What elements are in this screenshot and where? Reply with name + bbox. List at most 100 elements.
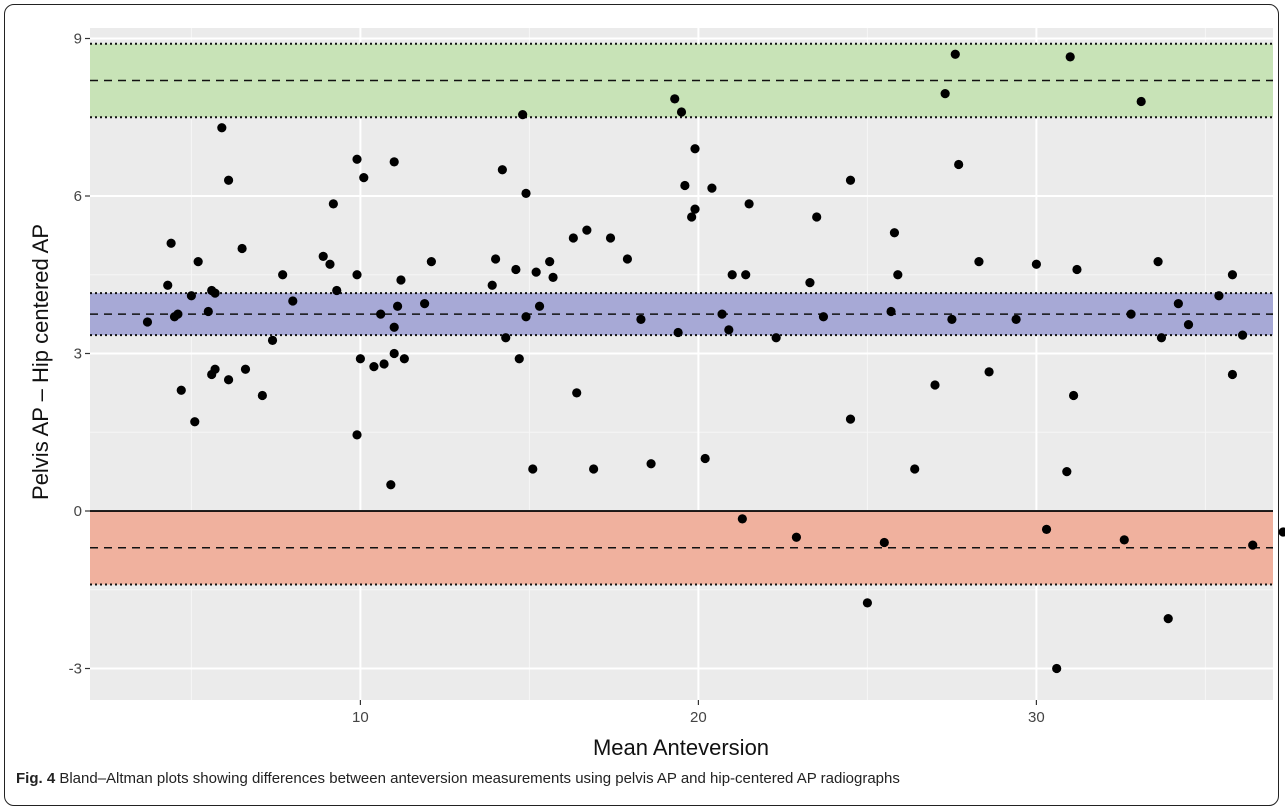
data-point [548, 272, 558, 282]
data-point [376, 309, 386, 319]
data-point [974, 257, 984, 267]
data-point [176, 385, 186, 395]
data-point [1052, 663, 1062, 674]
figure-caption: Fig. 4 Bland–Altman plots showing differ… [16, 770, 1271, 787]
data-point [190, 417, 200, 427]
data-point [203, 306, 213, 317]
data-point [879, 537, 889, 548]
data-point [193, 257, 203, 267]
data-point [420, 299, 430, 309]
data-point [862, 598, 873, 608]
data-point [568, 233, 578, 243]
data-point [267, 335, 278, 345]
data-point [1136, 96, 1146, 107]
data-point [355, 354, 365, 364]
data-point [1068, 390, 1079, 401]
x-tick-label: 30 [1028, 709, 1045, 726]
data-point [328, 199, 338, 209]
x-tick-label: 10 [352, 709, 369, 726]
data-point [223, 175, 234, 185]
data-point [741, 270, 751, 280]
data-point [744, 199, 754, 209]
data-point [1227, 270, 1238, 280]
data-point [724, 325, 734, 335]
data-point [518, 110, 528, 120]
data-point [389, 322, 399, 332]
data-point [589, 464, 599, 474]
data-point [389, 348, 399, 359]
data-point [717, 309, 727, 319]
data-point [511, 264, 521, 275]
data-point [352, 430, 362, 440]
data-point [737, 514, 747, 524]
data-point [217, 123, 227, 133]
data-point [1173, 299, 1183, 309]
data-point [1278, 527, 1285, 537]
data-point [930, 380, 940, 390]
data-point [954, 159, 964, 170]
data-point [386, 480, 396, 490]
data-point [352, 270, 362, 280]
data-point [359, 173, 369, 183]
data-point [497, 165, 507, 175]
data-point [1214, 291, 1224, 301]
data-point [278, 270, 288, 280]
data-point [237, 243, 247, 254]
y-tick-label: 0 [74, 503, 82, 520]
data-point [521, 312, 531, 322]
data-point [288, 296, 298, 306]
y-tick-label: 6 [74, 188, 82, 205]
data-point [1065, 52, 1075, 62]
data-point [223, 375, 234, 385]
y-tick-label: 9 [74, 31, 82, 48]
data-point [1126, 309, 1136, 319]
data-point [173, 309, 183, 319]
data-point [210, 364, 220, 374]
data-point [886, 306, 896, 317]
data-point [1237, 330, 1248, 340]
data-point [984, 367, 994, 377]
data-point [582, 225, 592, 235]
data-point [771, 333, 781, 343]
data-point [622, 254, 633, 264]
data-point [392, 301, 403, 311]
bland-altman-chart: 10 20 30 -3 0 3 6 9 Mean Anteversion Pelvis AP … [28, 28, 1285, 760]
data-point [396, 275, 406, 285]
data-point [399, 354, 409, 364]
data-point [318, 251, 328, 261]
data-point [947, 314, 957, 324]
data-point [700, 453, 710, 464]
data-point [812, 212, 822, 222]
y-tick-label: -3 [69, 661, 82, 678]
data-point [369, 362, 379, 372]
data-point [673, 327, 683, 338]
data-point [491, 254, 501, 264]
data-point [791, 532, 802, 542]
data-point [142, 317, 153, 327]
data-point [687, 212, 697, 222]
data-point [545, 257, 555, 267]
data-point [210, 288, 220, 298]
data-point [1248, 540, 1258, 550]
data-point [1041, 524, 1052, 534]
data-point [186, 291, 196, 301]
data-point [636, 314, 646, 324]
data-point [910, 464, 920, 474]
data-point [845, 414, 856, 424]
data-point [707, 183, 717, 193]
data-point [531, 267, 541, 277]
data-point [893, 270, 903, 280]
data-point [1153, 257, 1163, 267]
figure-label: Fig. 4 [16, 770, 56, 787]
figure-caption-text: Bland–Altman plots showing differences b… [59, 770, 900, 787]
data-point [676, 107, 687, 117]
data-point [680, 180, 690, 191]
data-point [534, 301, 545, 311]
x-tick-label: 20 [690, 709, 707, 726]
data-point [950, 49, 960, 59]
data-point [690, 204, 700, 214]
data-point [487, 280, 497, 290]
data-point [940, 89, 950, 99]
data-point [845, 175, 856, 185]
data-point [379, 359, 389, 369]
